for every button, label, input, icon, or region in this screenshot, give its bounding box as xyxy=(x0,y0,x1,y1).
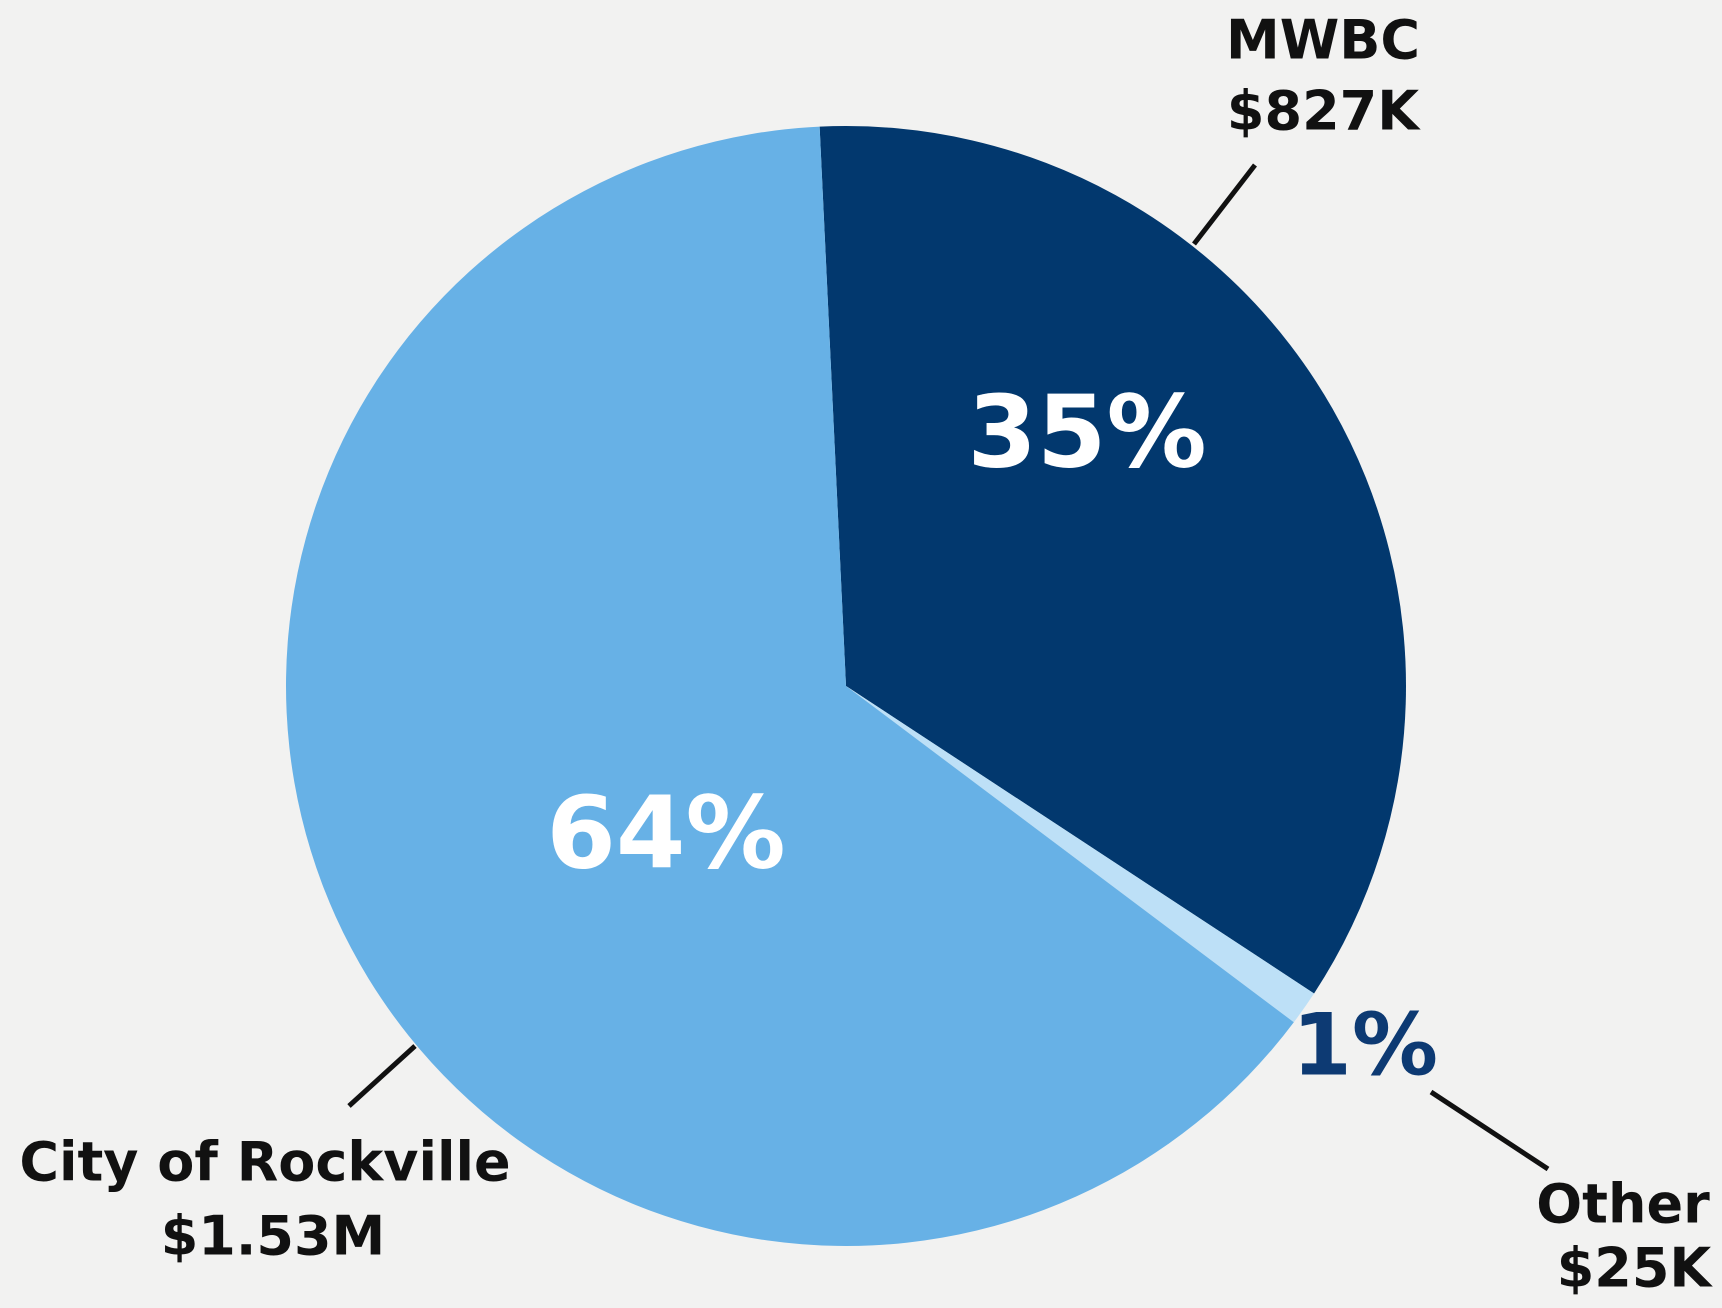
amount-label: $25K xyxy=(1557,1237,1714,1300)
category-label: City of Rockville xyxy=(19,1131,510,1194)
amount-label: $827K xyxy=(1227,80,1421,143)
pie-slice xyxy=(819,126,1406,994)
category-label: Other xyxy=(1536,1173,1710,1236)
leader-line xyxy=(1429,1089,1550,1172)
amount-label: $1.53M xyxy=(161,1205,386,1268)
value-label: 35% xyxy=(967,373,1206,490)
value-label: 64% xyxy=(546,774,785,891)
value-label: 1% xyxy=(1292,995,1438,1095)
category-label: MWBC xyxy=(1226,9,1420,72)
leader-line xyxy=(347,1044,417,1108)
pie-slice xyxy=(846,686,1315,1023)
leader-line xyxy=(1192,163,1257,246)
pie-slice xyxy=(285,126,1294,1246)
